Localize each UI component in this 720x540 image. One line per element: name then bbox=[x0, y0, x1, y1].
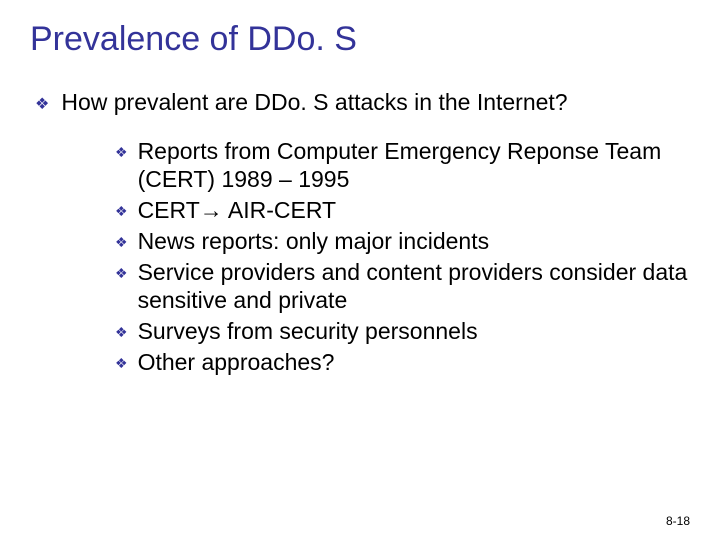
diamond-bullet-icon: ❖ bbox=[115, 144, 128, 161]
level1-text: How prevalent are DDo. S attacks in the … bbox=[61, 89, 567, 117]
list-item: ❖ News reports: only major incidents bbox=[115, 227, 690, 256]
level2-text: Reports from Computer Emergency Reponse … bbox=[138, 137, 690, 195]
page-number: 8-18 bbox=[666, 514, 690, 528]
level2-text: News reports: only major incidents bbox=[138, 227, 490, 256]
list-item: ❖ Reports from Computer Emergency Repons… bbox=[115, 137, 690, 195]
slide-container: Prevalence of DDo. S ❖ How prevalent are… bbox=[0, 0, 720, 540]
level2-text: Other approaches? bbox=[138, 348, 335, 377]
level2-text: Surveys from security personnels bbox=[138, 317, 478, 346]
diamond-bullet-icon: ❖ bbox=[115, 203, 128, 220]
list-item: ❖ Other approaches? bbox=[115, 348, 690, 377]
diamond-bullet-icon: ❖ bbox=[35, 94, 49, 114]
level2-list: ❖ Reports from Computer Emergency Repons… bbox=[115, 137, 690, 377]
diamond-bullet-icon: ❖ bbox=[115, 234, 128, 251]
list-item: ❖ CERT→ AIR-CERT bbox=[115, 196, 690, 225]
diamond-bullet-icon: ❖ bbox=[115, 355, 128, 372]
bullet-level1: ❖ How prevalent are DDo. S attacks in th… bbox=[35, 89, 690, 117]
level2-text: CERT→ AIR-CERT bbox=[138, 196, 337, 225]
diamond-bullet-icon: ❖ bbox=[115, 265, 128, 282]
list-item: ❖ Service providers and content provider… bbox=[115, 258, 690, 316]
diamond-bullet-icon: ❖ bbox=[115, 324, 128, 341]
level2-text: Service providers and content providers … bbox=[138, 258, 690, 316]
list-item: ❖ Surveys from security personnels bbox=[115, 317, 690, 346]
slide-title: Prevalence of DDo. S bbox=[30, 20, 690, 59]
